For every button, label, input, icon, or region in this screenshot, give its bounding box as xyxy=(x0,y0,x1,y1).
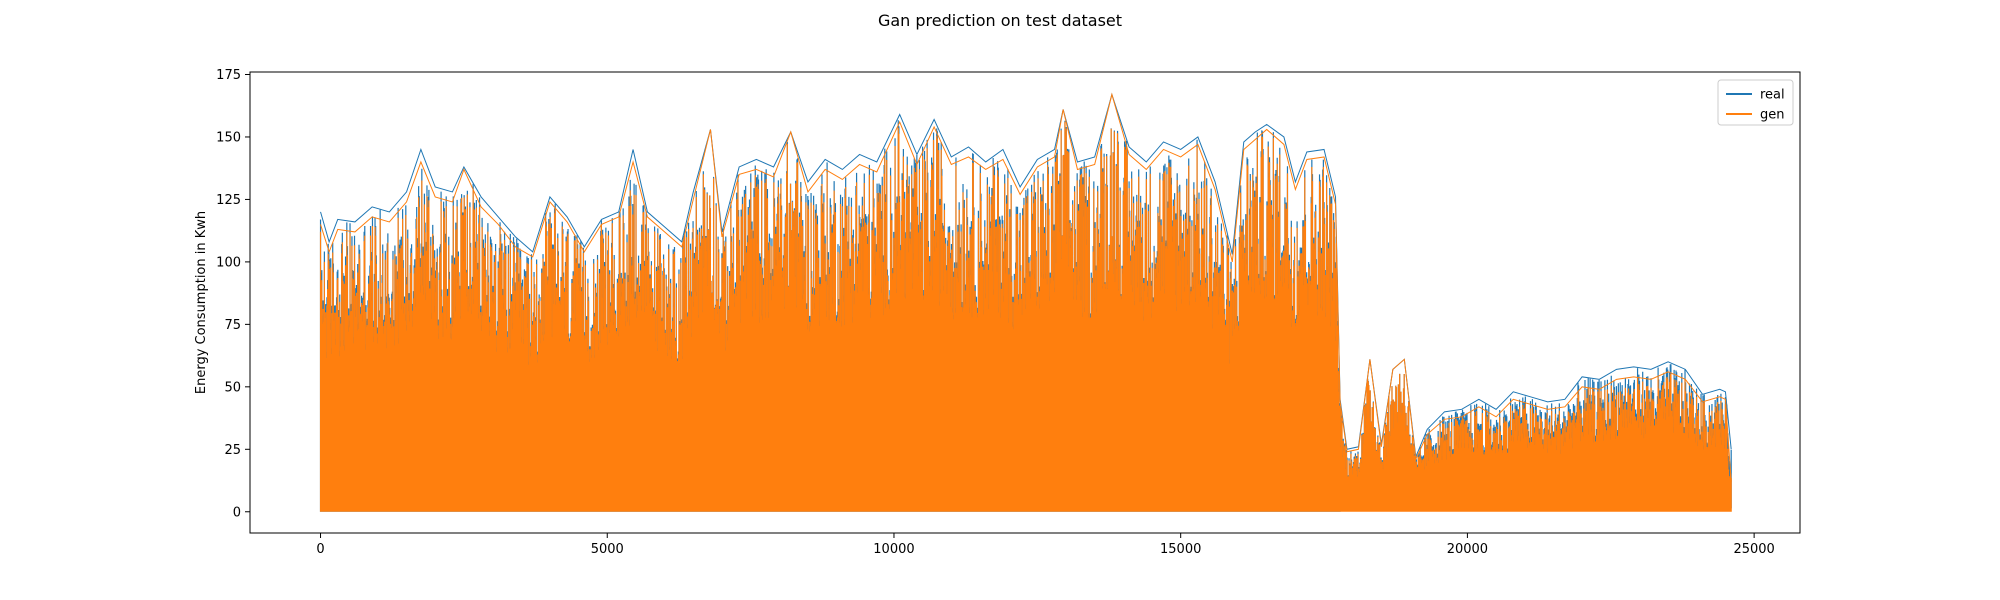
chart-title: Gan prediction on test dataset xyxy=(878,11,1122,30)
plot-frame xyxy=(249,71,1801,534)
y-tick-label: 50 xyxy=(224,380,241,395)
y-tick-label: 75 xyxy=(224,318,241,333)
y-tick-label: 0 xyxy=(233,505,241,520)
y-axis: 0 25 50 75 100 125 150 175 xyxy=(216,68,250,520)
x-tick-label: 0 xyxy=(316,542,324,557)
series-line-gen xyxy=(319,121,1732,512)
y-tick-label: 125 xyxy=(216,193,241,208)
x-tick-label: 20000 xyxy=(1447,542,1488,557)
x-axis: 0 5000 10000 15000 20000 25000 xyxy=(316,533,1775,557)
x-tick-label: 25000 xyxy=(1733,542,1774,557)
series-envelope-gen xyxy=(320,92,1732,482)
y-tick-label: 25 xyxy=(224,443,241,458)
legend-label-real: real xyxy=(1760,88,1785,103)
plot-area xyxy=(249,71,1801,534)
x-tick-label: 5000 xyxy=(591,542,624,557)
x-tick-label: 15000 xyxy=(1160,542,1201,557)
legend: real gen xyxy=(1717,79,1794,126)
y-tick-label: 100 xyxy=(216,255,241,270)
x-tick-label: 10000 xyxy=(873,542,914,557)
y-axis-label: Energy Consumption in Kwh xyxy=(194,211,209,394)
y-tick-label: 150 xyxy=(216,130,241,145)
series-layer xyxy=(319,92,1732,512)
legend-label-gen: gen xyxy=(1760,108,1785,123)
y-tick-label: 175 xyxy=(216,68,241,83)
